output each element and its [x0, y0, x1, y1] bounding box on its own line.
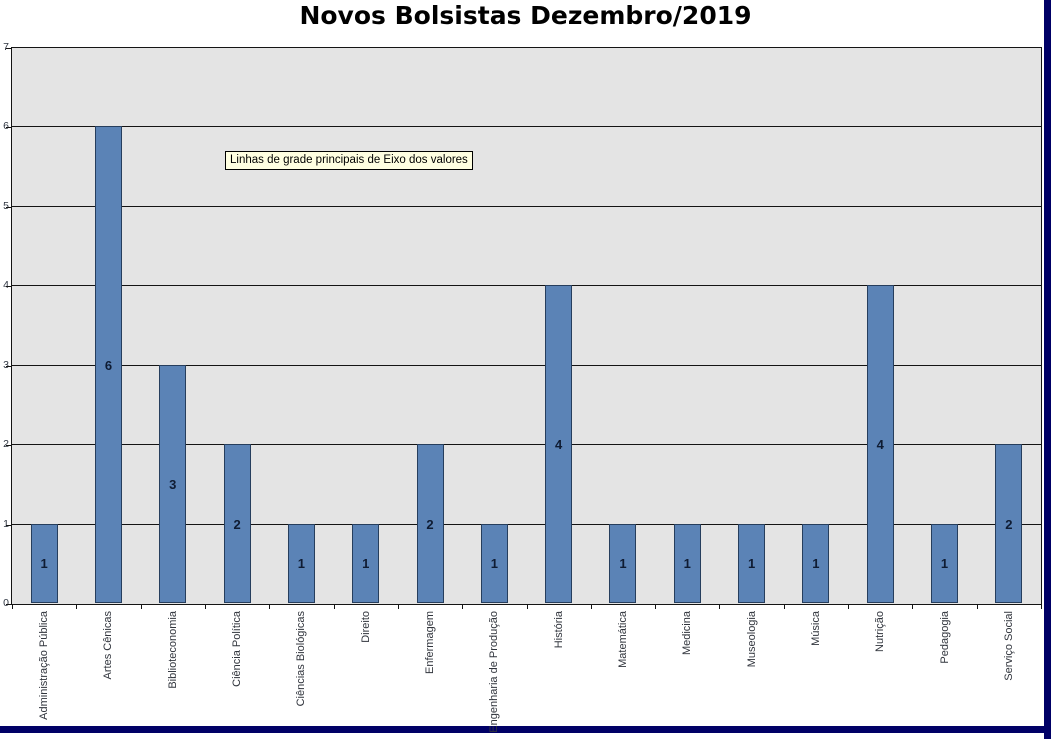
y-axis-tick	[6, 445, 12, 447]
plot-area[interactable]	[11, 47, 1042, 605]
value-label-ciencias-biologicas: 1	[297, 556, 306, 572]
bar-ciencia-politica[interactable]	[223, 444, 251, 603]
value-label-engenharia-de-producao: 1	[490, 556, 498, 572]
value-label-pedagogia: 1	[940, 556, 949, 572]
major-gridline[interactable]	[12, 444, 1041, 446]
value-label-ciencia-politica: 2	[233, 516, 241, 532]
value-label-enfermagem: 2	[426, 516, 434, 532]
x-axis-label-ciencias-biologicas: Ciências Biológicas	[295, 611, 308, 707]
x-axis-label-administracao-publica: Administração Pública	[38, 611, 51, 720]
chart-title: Novos Bolsistas Dezembro/2019	[299, 1, 752, 30]
value-label-historia: 4	[555, 437, 563, 453]
x-axis-tick	[1041, 604, 1042, 609]
y-axis-tick	[6, 127, 12, 129]
bar-engenharia-de-producao[interactable]	[480, 523, 508, 603]
y-axis-tick	[6, 604, 12, 605]
x-axis-label-engenharia-de-producao: Engenharia de Produção	[488, 611, 501, 733]
x-axis-tick	[912, 604, 914, 609]
bar-historia[interactable]	[545, 285, 573, 603]
x-axis-tick	[397, 604, 399, 609]
value-label-musica: 1	[812, 556, 820, 572]
x-axis-tick	[526, 604, 528, 609]
major-gridline[interactable]	[12, 364, 1041, 366]
y-axis-tick-label: 0	[3, 597, 9, 609]
x-axis-tick	[204, 604, 206, 609]
y-axis-tick-label: 4	[3, 279, 9, 292]
x-axis-label-medicina: Medicina	[681, 611, 694, 656]
gridline-tooltip: Linhas de grade principais de Eixo dos v…	[225, 151, 473, 170]
major-gridline[interactable]	[12, 523, 1041, 525]
window-border-right	[1044, 0, 1051, 739]
window-border-bottom	[0, 726, 1051, 733]
bar-ciencias-biologicas[interactable]	[287, 523, 315, 603]
x-axis-label-nutricao: Nutrição	[874, 611, 887, 652]
bar-enfermagem[interactable]	[416, 444, 444, 603]
bar-medicina[interactable]	[673, 523, 701, 603]
y-axis-tick-label: 1	[3, 517, 9, 530]
x-axis-label-servico-social: Serviço Social	[1002, 611, 1015, 681]
major-gridline[interactable]	[12, 126, 1041, 128]
y-axis-tick	[6, 286, 12, 288]
bar-nutricao[interactable]	[866, 285, 894, 603]
y-axis-tick	[6, 524, 12, 526]
x-axis-label-historia: História	[552, 611, 565, 649]
major-gridline[interactable]	[12, 285, 1041, 287]
value-label-matematica: 1	[619, 556, 627, 572]
value-label-artes-cenicas: 6	[104, 357, 113, 373]
x-axis-label-musica: Música	[809, 611, 822, 646]
x-axis-tick	[269, 604, 271, 609]
y-axis-tick-label: 7	[3, 41, 9, 53]
bar-servico-social[interactable]	[995, 444, 1023, 603]
x-axis-tick	[333, 604, 335, 609]
x-axis-tick	[976, 604, 978, 609]
value-label-museologia: 1	[747, 556, 756, 572]
x-axis-tick	[590, 604, 592, 609]
value-label-medicina: 1	[683, 556, 691, 572]
y-axis-tick	[6, 365, 12, 367]
value-label-servico-social: 2	[1005, 516, 1013, 532]
value-label-nutricao: 4	[876, 437, 884, 453]
y-axis-tick	[6, 48, 12, 49]
bar-museologia[interactable]	[738, 523, 766, 603]
bar-pedagogia[interactable]	[931, 523, 959, 603]
x-axis-label-enfermagem: Enfermagem	[424, 611, 437, 674]
y-axis-tick	[6, 206, 12, 208]
x-axis-label-museologia: Museologia	[745, 611, 758, 668]
bar-biblioteconomia[interactable]	[159, 364, 187, 603]
bar-direito[interactable]	[352, 523, 380, 603]
x-axis-tick	[12, 604, 13, 609]
x-axis-label-matematica: Matemática	[616, 611, 629, 668]
major-gridline[interactable]	[12, 205, 1041, 207]
value-label-administracao-publica: 1	[40, 556, 48, 572]
x-axis-tick	[719, 604, 721, 609]
x-axis-label-artes-cenicas: Artes Cênicas	[102, 611, 115, 680]
x-axis-tick	[848, 604, 850, 609]
x-axis-label-biblioteconomia: Biblioteconomia	[166, 611, 179, 689]
y-axis-tick-label: 2	[3, 438, 9, 451]
bar-musica[interactable]	[802, 523, 830, 603]
x-axis-tick	[140, 604, 142, 609]
x-axis-tick	[783, 604, 785, 609]
y-axis-tick-label: 5	[3, 199, 9, 212]
x-axis-label-direito: Direito	[359, 611, 372, 643]
y-axis-tick-label: 3	[3, 358, 9, 371]
value-label-biblioteconomia: 3	[169, 476, 177, 492]
x-axis-tick	[655, 604, 657, 609]
bar-artes-cenicas[interactable]	[94, 126, 122, 603]
x-axis-tick	[462, 604, 464, 609]
x-axis-label-pedagogia: Pedagogia	[938, 611, 951, 664]
value-label-direito: 1	[362, 556, 370, 572]
x-axis-label-ciencia-politica: Ciência Política	[231, 611, 244, 687]
x-axis-tick	[76, 604, 78, 609]
y-axis-tick-label: 6	[3, 120, 9, 133]
bar-administracao-publica[interactable]	[30, 523, 58, 603]
bar-matematica[interactable]	[609, 523, 637, 603]
